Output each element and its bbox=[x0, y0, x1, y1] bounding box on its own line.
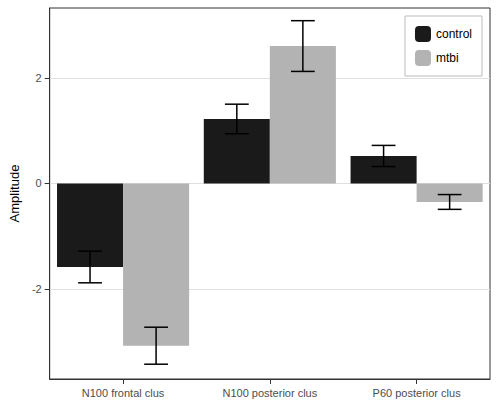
svg-text:Amplitude: Amplitude bbox=[7, 165, 22, 223]
svg-text:N100 frontal clus: N100 frontal clus bbox=[82, 387, 165, 399]
svg-text:mtbi: mtbi bbox=[436, 51, 459, 65]
svg-text:control: control bbox=[436, 27, 472, 41]
svg-text:N100 posterior clus: N100 posterior clus bbox=[222, 387, 317, 399]
svg-text:0: 0 bbox=[36, 177, 42, 189]
svg-text:P60 posterior clus: P60 posterior clus bbox=[373, 387, 462, 399]
svg-text:2: 2 bbox=[36, 72, 42, 84]
svg-text:-2: -2 bbox=[32, 283, 42, 295]
